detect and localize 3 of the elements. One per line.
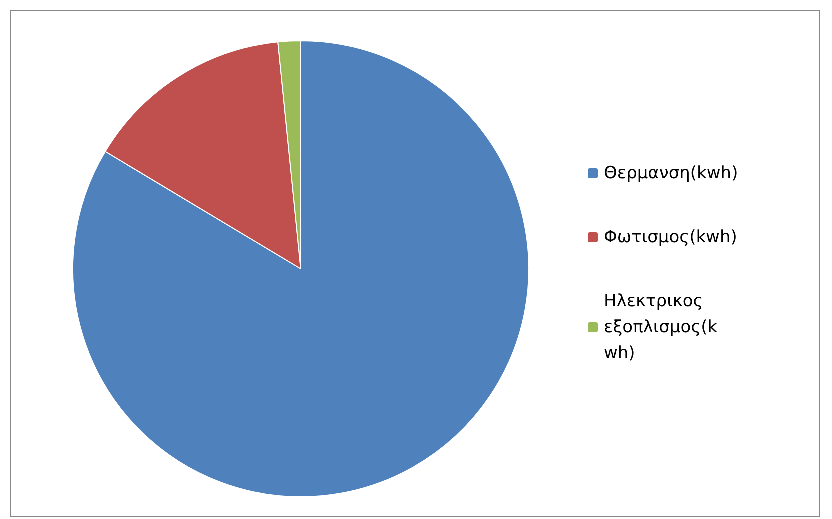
- legend-label: Ηλεκτρικος εξοπλισμος(kwh): [604, 292, 718, 364]
- legend-label: Θερμανση(kwh): [604, 164, 738, 184]
- legend-label: Φωτισμος(kwh): [604, 228, 738, 248]
